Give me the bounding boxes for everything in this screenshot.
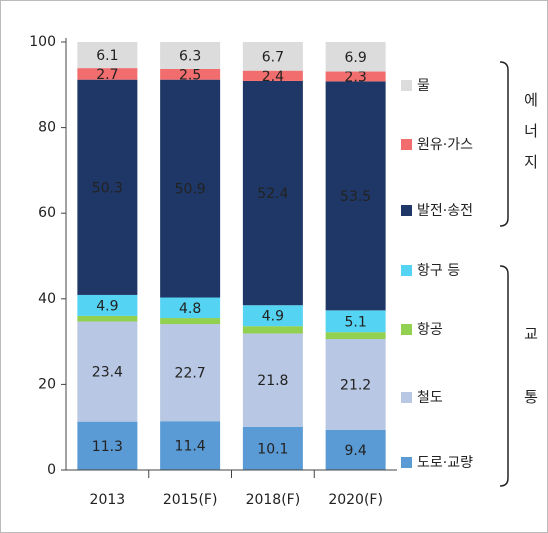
legend-swatch	[401, 139, 412, 150]
data-label: 6.1	[96, 48, 118, 64]
data-label: 2.3	[344, 69, 366, 85]
bar-segment	[160, 68, 221, 80]
bar-segment	[325, 429, 386, 470]
bar-segment	[242, 70, 303, 81]
data-label: 5.1	[344, 314, 366, 330]
bar-segment	[160, 324, 221, 422]
data-label: 11.3	[92, 439, 123, 455]
legend-label: 철도	[417, 390, 443, 406]
data-label: 2.4	[262, 69, 284, 85]
legend-label: 원유·가스	[417, 137, 473, 153]
y-tick-label: 0	[47, 462, 56, 478]
legend-swatch	[401, 80, 412, 91]
data-label: 52.4	[257, 186, 288, 202]
data-label: 4.9	[96, 298, 118, 314]
bar-segment	[325, 42, 386, 72]
bar-segment	[77, 42, 138, 69]
legend-swatch	[401, 392, 412, 403]
data-label: 10.1	[257, 441, 288, 457]
bar-segment	[242, 305, 303, 327]
legend-label: 항구 등	[417, 263, 460, 279]
bar-segment	[242, 333, 303, 427]
y-tick-label: 100	[29, 34, 56, 50]
group-label: 에너지	[522, 92, 540, 185]
data-label: 6.7	[262, 49, 284, 65]
legend-swatch	[401, 324, 412, 335]
data-label: 4.8	[179, 301, 201, 317]
bar-segment	[160, 318, 221, 325]
data-label: 11.4	[175, 439, 206, 455]
bar-segment	[325, 310, 386, 333]
bar-segment	[325, 71, 386, 82]
bar-segment	[77, 294, 138, 316]
bar-segment	[242, 326, 303, 334]
data-label: 22.7	[175, 366, 206, 382]
bar-segment	[160, 42, 221, 69]
data-label: 21.2	[340, 377, 371, 393]
bar-segment	[325, 81, 386, 311]
legend-label: 발전·송전	[417, 203, 473, 219]
x-tick-label: 2020(F)	[328, 492, 383, 508]
x-tick-label: 2018(F)	[246, 492, 301, 508]
bar-segment	[77, 315, 138, 322]
data-label: 23.4	[92, 365, 123, 381]
bar-segment	[242, 42, 303, 71]
data-label: 50.3	[92, 180, 123, 196]
data-label: 6.9	[344, 50, 366, 66]
y-tick-label: 20	[38, 376, 56, 392]
bar-segment	[77, 68, 138, 80]
group-label: 교통	[522, 326, 540, 452]
data-label: 21.8	[257, 373, 288, 389]
legend-swatch	[401, 205, 412, 216]
data-label: 2.5	[179, 67, 201, 83]
data-label: 50.9	[175, 182, 206, 198]
bar-segment	[77, 79, 138, 295]
data-label: 4.9	[262, 309, 284, 325]
bar-segment	[77, 421, 138, 470]
bar-segment	[242, 426, 303, 470]
data-label: 2.7	[96, 67, 118, 83]
legend-label: 항공	[417, 322, 443, 338]
data-label: 6.3	[179, 48, 201, 64]
y-tick-label: 40	[38, 291, 56, 307]
legend-label: 물	[417, 78, 430, 94]
energy-bracket	[499, 61, 509, 227]
legend-swatch	[401, 265, 412, 276]
legend-label: 도로·교량	[417, 455, 473, 471]
transport-bracket	[499, 265, 509, 487]
x-tick-label: 2013	[90, 492, 126, 508]
bar-segment	[242, 80, 303, 306]
y-tick-label: 80	[38, 120, 56, 136]
data-label: 9.4	[344, 443, 366, 459]
bar-segment	[160, 79, 221, 298]
bar-segment	[325, 332, 386, 340]
legend-swatch	[401, 457, 412, 468]
bar-segment	[77, 321, 138, 422]
x-tick-label: 2015(F)	[163, 492, 218, 508]
y-tick-label: 60	[38, 205, 56, 221]
bar-segment	[160, 297, 221, 319]
bar-segment	[325, 339, 386, 430]
data-label: 53.5	[340, 189, 371, 205]
bar-segment	[160, 421, 221, 470]
